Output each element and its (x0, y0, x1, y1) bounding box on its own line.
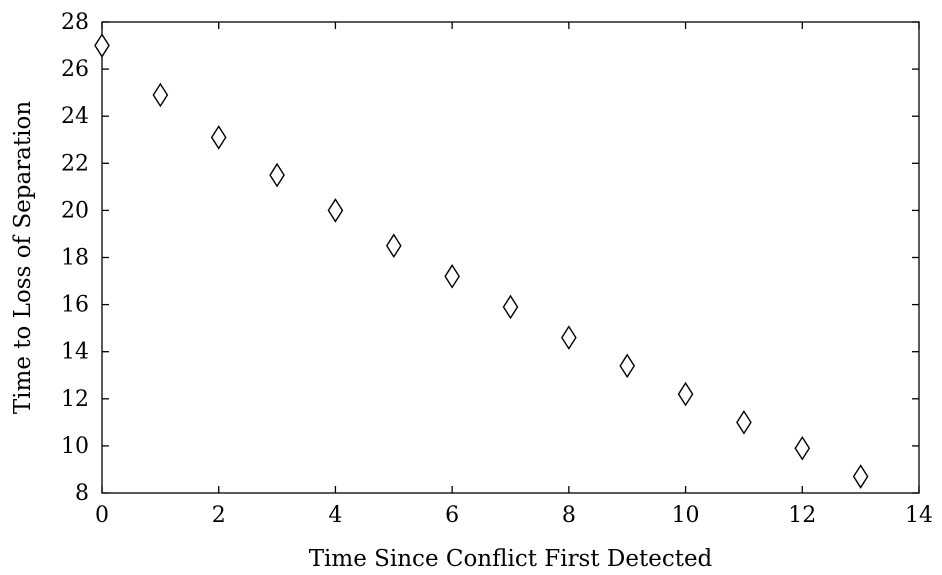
x-tick-label: 10 (672, 503, 700, 528)
y-tick-label: 22 (61, 151, 89, 176)
data-point (794, 435, 811, 461)
y-tick-label: 20 (61, 198, 89, 223)
y-axis-title: Time to Loss of Separation (10, 101, 36, 414)
data-point (327, 198, 344, 223)
x-axis-title: Time Since Conflict First Detected (309, 546, 713, 572)
data-point (677, 381, 694, 407)
y-tick-label: 10 (61, 434, 89, 459)
x-tick-label: 2 (212, 503, 226, 528)
data-point (385, 233, 402, 259)
data-point (619, 353, 636, 379)
x-tick-label: 4 (328, 503, 342, 528)
y-tick-label: 18 (61, 246, 89, 271)
y-tick-label: 16 (61, 293, 89, 318)
y-tick-label: 28 (61, 10, 89, 35)
data-point (561, 325, 577, 350)
data-point (444, 264, 460, 289)
x-tick-label: 6 (445, 503, 459, 528)
data-point (210, 125, 227, 150)
data-points (94, 33, 869, 489)
data-point (502, 294, 519, 320)
y-tick-label: 12 (61, 387, 89, 412)
plot-frame (101, 21, 920, 494)
x-tick-label: 12 (788, 503, 816, 528)
data-point (94, 33, 110, 58)
x-tick-label: 0 (95, 503, 109, 528)
data-point (852, 464, 869, 489)
y-tick-label: 26 (61, 57, 89, 82)
x-tick-label: 8 (562, 503, 576, 528)
axis-ticks (101, 21, 920, 494)
y-tick-label: 14 (61, 340, 89, 365)
x-tick-label: 14 (905, 503, 933, 528)
data-point (736, 410, 752, 435)
y-tick-label: 24 (61, 104, 89, 129)
data-point (152, 82, 169, 108)
y-tick-label: 8 (75, 481, 89, 506)
data-point (269, 162, 285, 188)
